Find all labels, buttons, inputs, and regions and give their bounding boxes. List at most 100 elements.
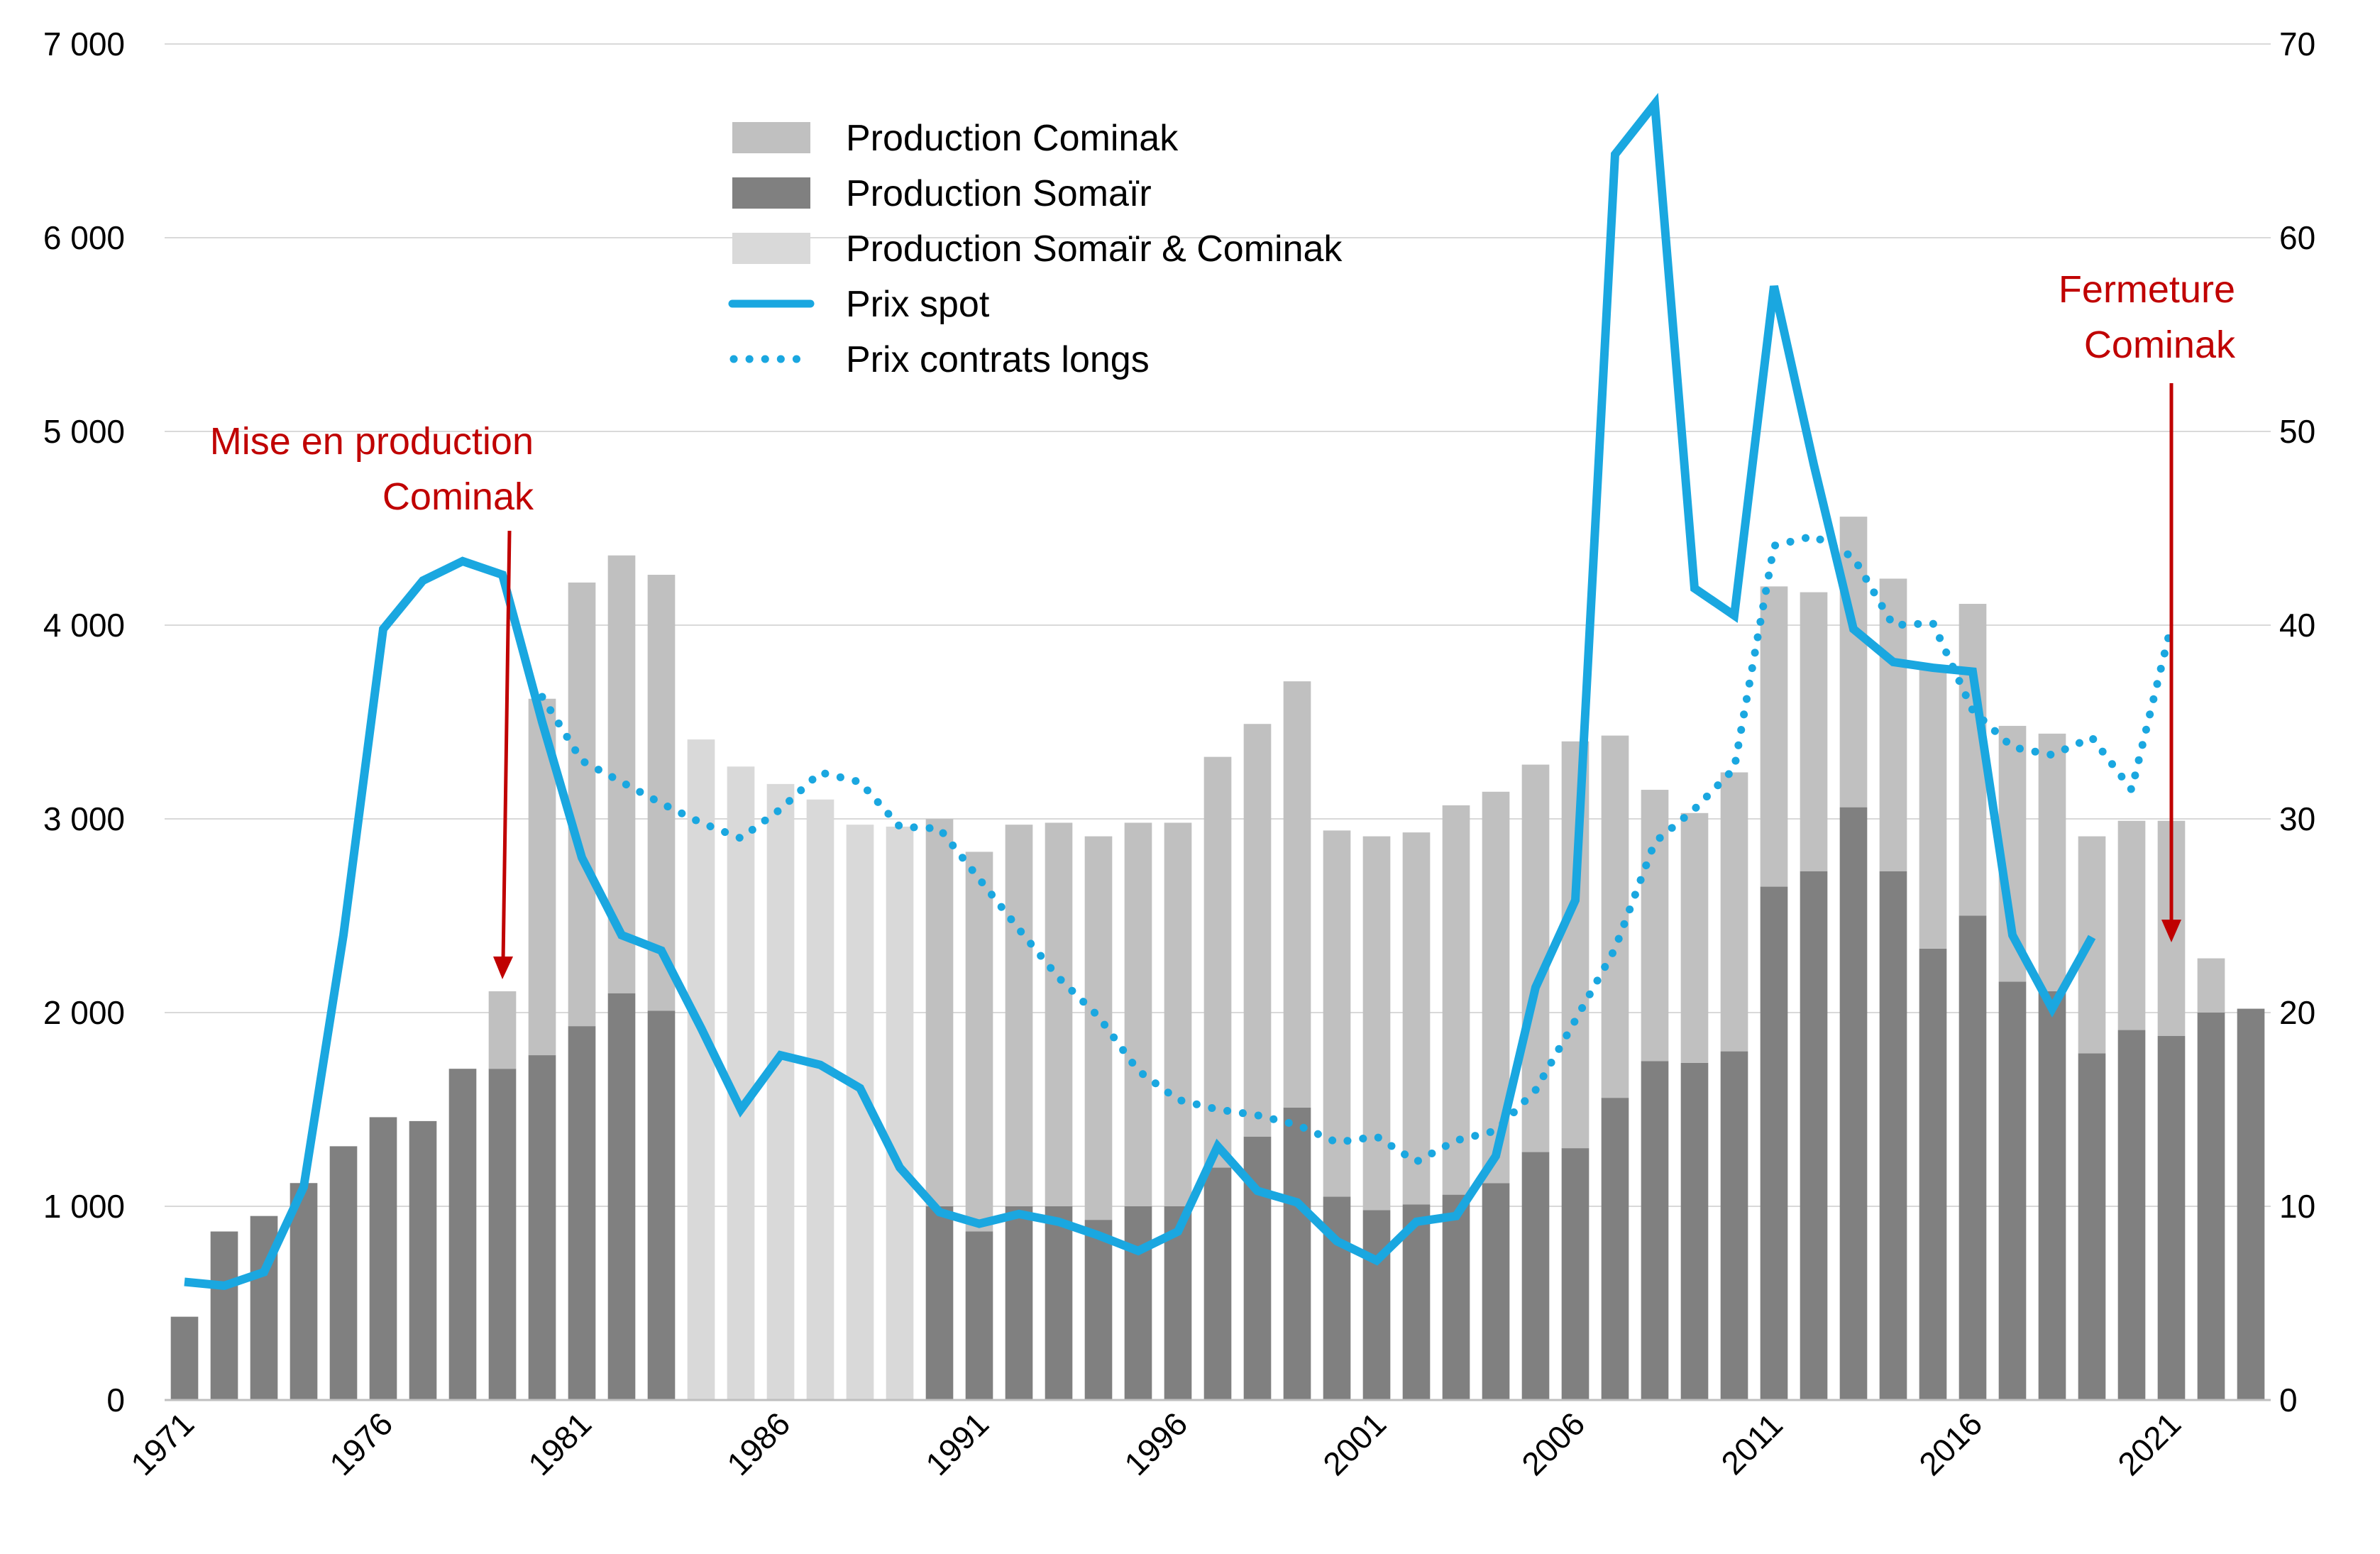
bar-somair [2038,991,2066,1400]
bar-cominak [1402,832,1431,1205]
bar-cominak [1164,822,1192,1206]
y-tick-label-left: 0 [106,1382,125,1418]
x-tick-label: 2006 [1514,1405,1592,1482]
bar-cominak [2197,958,2225,1013]
bar-cominak [488,991,517,1069]
annotation-mise-en-production-line1: Mise en production [210,420,534,463]
y-tick-label-right: 50 [2279,413,2315,450]
bar-somair [1800,871,1828,1400]
bar-cominak [1720,772,1748,1052]
arrow-head-icon [2161,920,2181,942]
bar-somair [1084,1220,1113,1400]
bar-cominak [1323,830,1351,1197]
y-tick-label-right: 30 [2279,800,2315,837]
bar-somair [1958,915,1987,1400]
bar-somair [1879,871,1907,1400]
bar-somair [965,1231,993,1400]
bar-cominak [2117,820,2146,1030]
y-tick-label-right: 60 [2279,219,2315,256]
legend: Production Cominak Production Somaïr Pro… [728,118,1343,380]
bar-somair [528,1055,556,1400]
bar-somair [2197,1013,2225,1400]
y-tick-label-right: 40 [2279,607,2315,644]
legend-label-somair-cominak: Production Somaïr & Cominak [846,228,1343,270]
bar-somair [1005,1206,1033,1400]
bar-somair-cominak [687,739,715,1400]
legend-label-cominak: Production Cominak [846,118,1179,159]
bar-somair [607,993,636,1400]
bar-cominak [1243,724,1272,1137]
bar-cominak [1641,790,1669,1062]
bars [170,517,2265,1400]
bar-somair [2117,1030,2146,1400]
bar-cominak [1919,666,1947,949]
y-tick-label-left: 7 000 [43,26,125,62]
bar-somair [1283,1107,1311,1400]
y-tick-label-right: 0 [2279,1382,2298,1418]
bar-somair [1641,1061,1669,1400]
bar-cominak [568,582,596,1027]
bar-somair [369,1117,397,1400]
annotation-arrow-shaft [501,530,512,962]
bar-somair [1203,1167,1232,1400]
bar-somair [170,1316,199,1400]
y-tick-label-left: 2 000 [43,994,125,1031]
y-tick-label-right: 20 [2279,994,2315,1031]
x-tick-label: 1981 [521,1405,598,1482]
y-tick-label-left: 5 000 [43,413,125,450]
x-tick-label: 1991 [918,1405,996,1482]
x-axis: 1971 1976 1981 1986 1991 1996 2001 2006 2011 2016… [123,1405,2188,1482]
x-tick-label: 2021 [2110,1405,2188,1482]
bar-somair [2237,1008,2265,1400]
annotations: Mise en production Cominak Fermeture Comina… [210,268,2236,979]
bar-cominak [1760,586,1788,887]
bar-somair [1124,1206,1152,1400]
legend-label-prix-spot: Prix spot [846,284,990,325]
bar-somair-cominak [766,783,795,1400]
x-tick-label: 2011 [1714,1406,1790,1482]
line-prix-spot [184,92,2096,1290]
legend-label-prix-contrats: Prix contrats longs [846,339,1150,380]
bar-somair [647,1010,676,1400]
bar-somair [1442,1194,1470,1400]
bar-cominak [1084,836,1113,1220]
y-tick-label-right: 70 [2279,26,2315,62]
y-tick-label-left: 3 000 [43,800,125,837]
bar-cominak [1283,681,1311,1108]
bar-somair [1680,1062,1709,1400]
bar-cominak [965,852,993,1232]
x-tick-label: 2016 [1912,1405,1989,1482]
bar-cominak [1005,825,1033,1206]
bar-somair [1482,1183,1510,1400]
bar-somair [1402,1204,1431,1400]
bar-somair [1919,948,1947,1400]
bar-somair [1561,1148,1590,1400]
line-prix-contrats-longs [538,531,2176,1167]
bar-somair [1362,1210,1391,1400]
y-tick-label-left: 1 000 [43,1188,125,1225]
bar-cominak [1442,805,1470,1195]
x-tick-label: 1971 [123,1405,201,1482]
bar-somair [1720,1051,1748,1400]
legend-label-somair: Production Somaïr [846,173,1152,214]
annotation-mise-en-production-line2: Cominak [382,475,534,518]
bar-somair [1998,981,2027,1400]
bar-somair [329,1146,358,1400]
bar-cominak [1839,517,1868,808]
x-tick-label: 2001 [1316,1405,1393,1482]
y-tick-label-left: 6 000 [43,219,125,256]
bar-somair [1045,1206,1073,1400]
x-tick-label: 1996 [1117,1405,1194,1482]
price-lines [184,92,2176,1290]
y-tick-label-right: 10 [2279,1188,2315,1225]
bar-somair [488,1069,517,1400]
bar-somair [210,1231,238,1400]
bar-cominak [1045,822,1073,1206]
bar-cominak [925,819,954,1206]
bar-cominak [2038,733,2066,991]
legend-swatch-somair-cominak [732,233,810,264]
y-tick-label-left: 4 000 [43,607,125,644]
bar-cominak [1601,735,1629,1098]
bar-cominak [1124,822,1152,1206]
